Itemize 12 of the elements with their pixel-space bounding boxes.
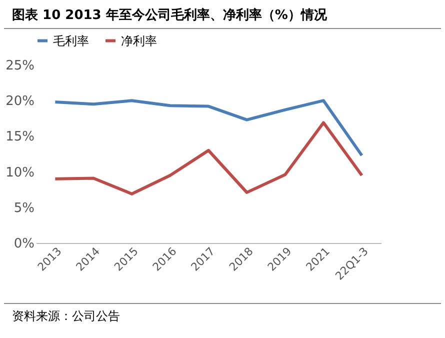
line-series bbox=[54, 121, 364, 196]
y-tick-label: 25% bbox=[6, 58, 34, 74]
y-tick-label: 0% bbox=[14, 236, 34, 252]
y-tick-label: 20% bbox=[6, 94, 34, 110]
legend-label: 净利率 bbox=[121, 34, 157, 48]
y-tick-label: 5% bbox=[14, 200, 34, 216]
line-series bbox=[54, 99, 364, 157]
chart-title: 图表 10 2013 年至今公司毛利率、净利率（%）情况 bbox=[4, 0, 441, 29]
y-tick-label: 15% bbox=[6, 130, 34, 145]
text: 资料来源：公司公告 bbox=[4, 303, 441, 325]
y-tick-label: 10% bbox=[6, 165, 34, 180]
legend-label: 毛利率 bbox=[53, 34, 89, 48]
